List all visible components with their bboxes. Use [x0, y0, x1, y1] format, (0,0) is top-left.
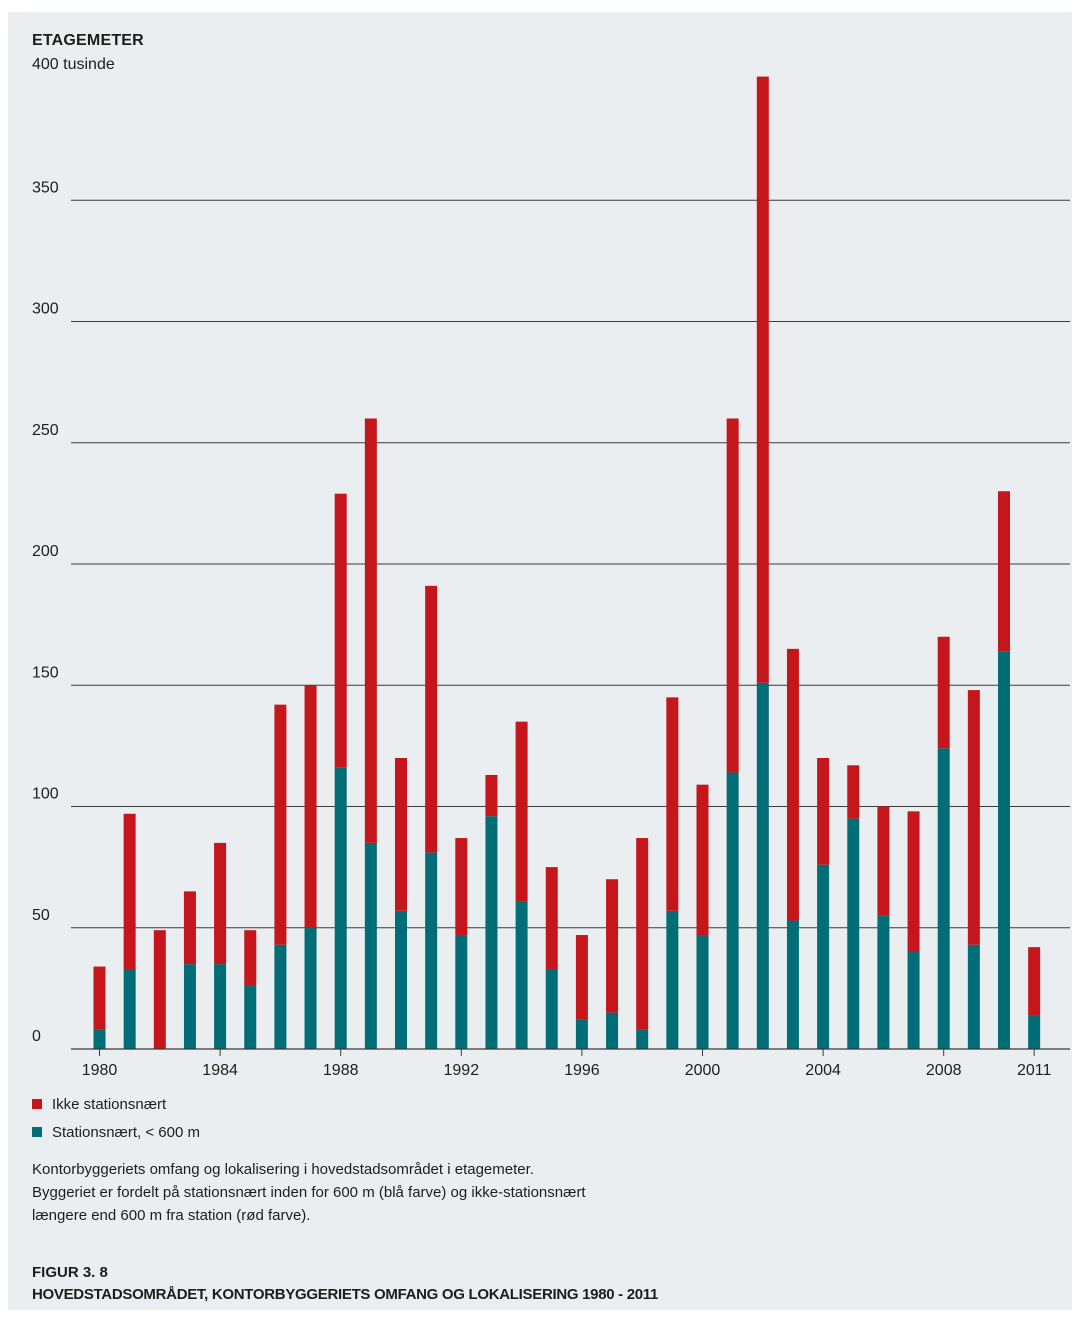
bar-segment-stationsnaert — [575, 1019, 588, 1049]
bar-segment-ikke-stationsnaert — [123, 813, 136, 969]
bar-segment-ikke-stationsnaert — [847, 765, 860, 819]
x-tick-label: 1980 — [82, 1062, 118, 1079]
legend-label: Ikke stationsnært — [52, 1096, 167, 1113]
x-tick-label: 2000 — [685, 1062, 721, 1079]
figure-caption: Kontorbyggeriets omfang og lokalisering … — [32, 1161, 586, 1224]
bar-segment-ikke-stationsnaert — [1028, 947, 1041, 1016]
x-tick-label: 1984 — [202, 1062, 238, 1079]
legend-swatch-red — [32, 1099, 42, 1109]
bar-segment-ikke-stationsnaert — [425, 585, 438, 853]
bar-segment-stationsnaert — [304, 927, 317, 1049]
bar-segment-stationsnaert — [515, 901, 528, 1049]
bar-segment-stationsnaert — [364, 842, 377, 1049]
bar-segment-ikke-stationsnaert — [696, 784, 709, 936]
bar-segment-stationsnaert — [907, 952, 920, 1049]
figure-panel: ETAGEMETER 400 tusinde 0 50 100 150 200 250 30… — [8, 12, 1072, 1310]
y-axis-title: ETAGEMETER — [32, 32, 144, 49]
legend-item-stationsnaert: Stationsnært, < 600 m — [32, 1124, 200, 1141]
bar-segment-stationsnaert — [817, 864, 830, 1049]
figure-number: FIGUR 3. 8 — [32, 1264, 108, 1281]
bar-segment-ikke-stationsnaert — [515, 721, 528, 902]
bar-segment-stationsnaert — [606, 1012, 619, 1049]
x-tick-label: 2008 — [926, 1062, 962, 1079]
bar-segment-ikke-stationsnaert — [334, 493, 347, 768]
bar-segment-stationsnaert — [696, 935, 709, 1049]
bar-segment-ikke-stationsnaert — [877, 806, 890, 916]
bar-segment-stationsnaert — [786, 920, 799, 1049]
bar-segment-ikke-stationsnaert — [937, 636, 950, 749]
x-tick-label: 1996 — [564, 1062, 600, 1079]
bar-segment-stationsnaert — [395, 910, 407, 1049]
bar-segment-stationsnaert — [214, 964, 227, 1049]
bar-segment-ikke-stationsnaert — [304, 685, 317, 928]
bar-segment-stationsnaert — [425, 852, 438, 1049]
bar-segment-ikke-stationsnaert — [907, 811, 920, 952]
bar-segment-ikke-stationsnaert — [786, 648, 799, 921]
bar-segment-stationsnaert — [636, 1029, 649, 1049]
bar-segment-ikke-stationsnaert — [545, 867, 558, 969]
bar-segment-ikke-stationsnaert — [606, 879, 619, 1013]
bar-segment-ikke-stationsnaert — [153, 930, 166, 1049]
bar-segment-stationsnaert — [244, 985, 257, 1049]
bar-segment-ikke-stationsnaert — [817, 758, 830, 865]
bar-segment-ikke-stationsnaert — [93, 966, 106, 1030]
bar-segment-stationsnaert — [123, 968, 136, 1049]
bar-segment-stationsnaert — [967, 944, 980, 1049]
bar-segment-stationsnaert — [1028, 1015, 1041, 1049]
bar-segment-ikke-stationsnaert — [214, 842, 227, 965]
x-tick-label: 1992 — [444, 1062, 480, 1079]
bar-segment-stationsnaert — [334, 767, 347, 1049]
bar-segment-ikke-stationsnaert — [636, 838, 649, 1030]
bar-segment-ikke-stationsnaert — [455, 838, 468, 936]
bar-segment-ikke-stationsnaert — [395, 758, 407, 911]
bar-segment-ikke-stationsnaert — [183, 891, 196, 965]
bar-segment-ikke-stationsnaert — [756, 76, 769, 683]
bar-segment-stationsnaert — [455, 935, 468, 1049]
bar-segment-ikke-stationsnaert — [244, 930, 257, 986]
y-tick-label: 100 — [32, 786, 59, 803]
x-tick-label: 2011 — [1017, 1062, 1052, 1079]
y-axis-unit: 400 tusinde — [32, 56, 115, 73]
bar-segment-ikke-stationsnaert — [726, 418, 739, 773]
bar-segment-ikke-stationsnaert — [666, 697, 679, 911]
bar-segment-ikke-stationsnaert — [967, 690, 980, 945]
legend-label: Stationsnært, < 600 m — [52, 1124, 200, 1141]
bar-segment-stationsnaert — [545, 968, 558, 1049]
bar-segment-ikke-stationsnaert — [575, 935, 588, 1020]
y-tick-label: 50 — [32, 907, 50, 924]
stacked-bar-chart: 0 50 100 150 200 250 300 350 1980 1984 1988 1992 199… — [32, 76, 1070, 1079]
legend-item-ikke-stationsnaert: Ikke stationsnært — [32, 1096, 166, 1113]
bar-segment-ikke-stationsnaert — [998, 491, 1010, 652]
bar-segment-ikke-stationsnaert — [364, 418, 377, 843]
bar-segment-ikke-stationsnaert — [274, 704, 287, 945]
bar-segment-stationsnaert — [847, 818, 860, 1049]
bar-segment-stationsnaert — [998, 651, 1010, 1049]
y-tick-label: 150 — [32, 664, 59, 681]
bar-segment-stationsnaert — [93, 1029, 106, 1049]
figure-title: HOVEDSTADSOMRÅDET, KONTORBYGGERIETS OMFA… — [32, 1286, 659, 1303]
bar-segment-stationsnaert — [726, 772, 739, 1049]
bar-segment-stationsnaert — [937, 748, 950, 1049]
y-tick-label: 350 — [32, 179, 59, 196]
x-tick-label: 1988 — [323, 1062, 359, 1079]
bar-segment-stationsnaert — [274, 944, 287, 1049]
legend-swatch-teal — [32, 1127, 42, 1137]
y-tick-label: 300 — [32, 301, 59, 318]
bar-segment-stationsnaert — [877, 915, 890, 1049]
y-tick-label: 250 — [32, 422, 59, 439]
x-tick-label: 2004 — [805, 1062, 841, 1079]
y-tick-label: 200 — [32, 543, 59, 560]
bar-segment-stationsnaert — [485, 816, 498, 1049]
y-tick-label: 0 — [32, 1028, 41, 1045]
bar-segment-ikke-stationsnaert — [485, 774, 498, 817]
bar-segment-stationsnaert — [756, 682, 769, 1049]
bar-segment-stationsnaert — [666, 910, 679, 1049]
bar-segment-stationsnaert — [183, 964, 196, 1049]
